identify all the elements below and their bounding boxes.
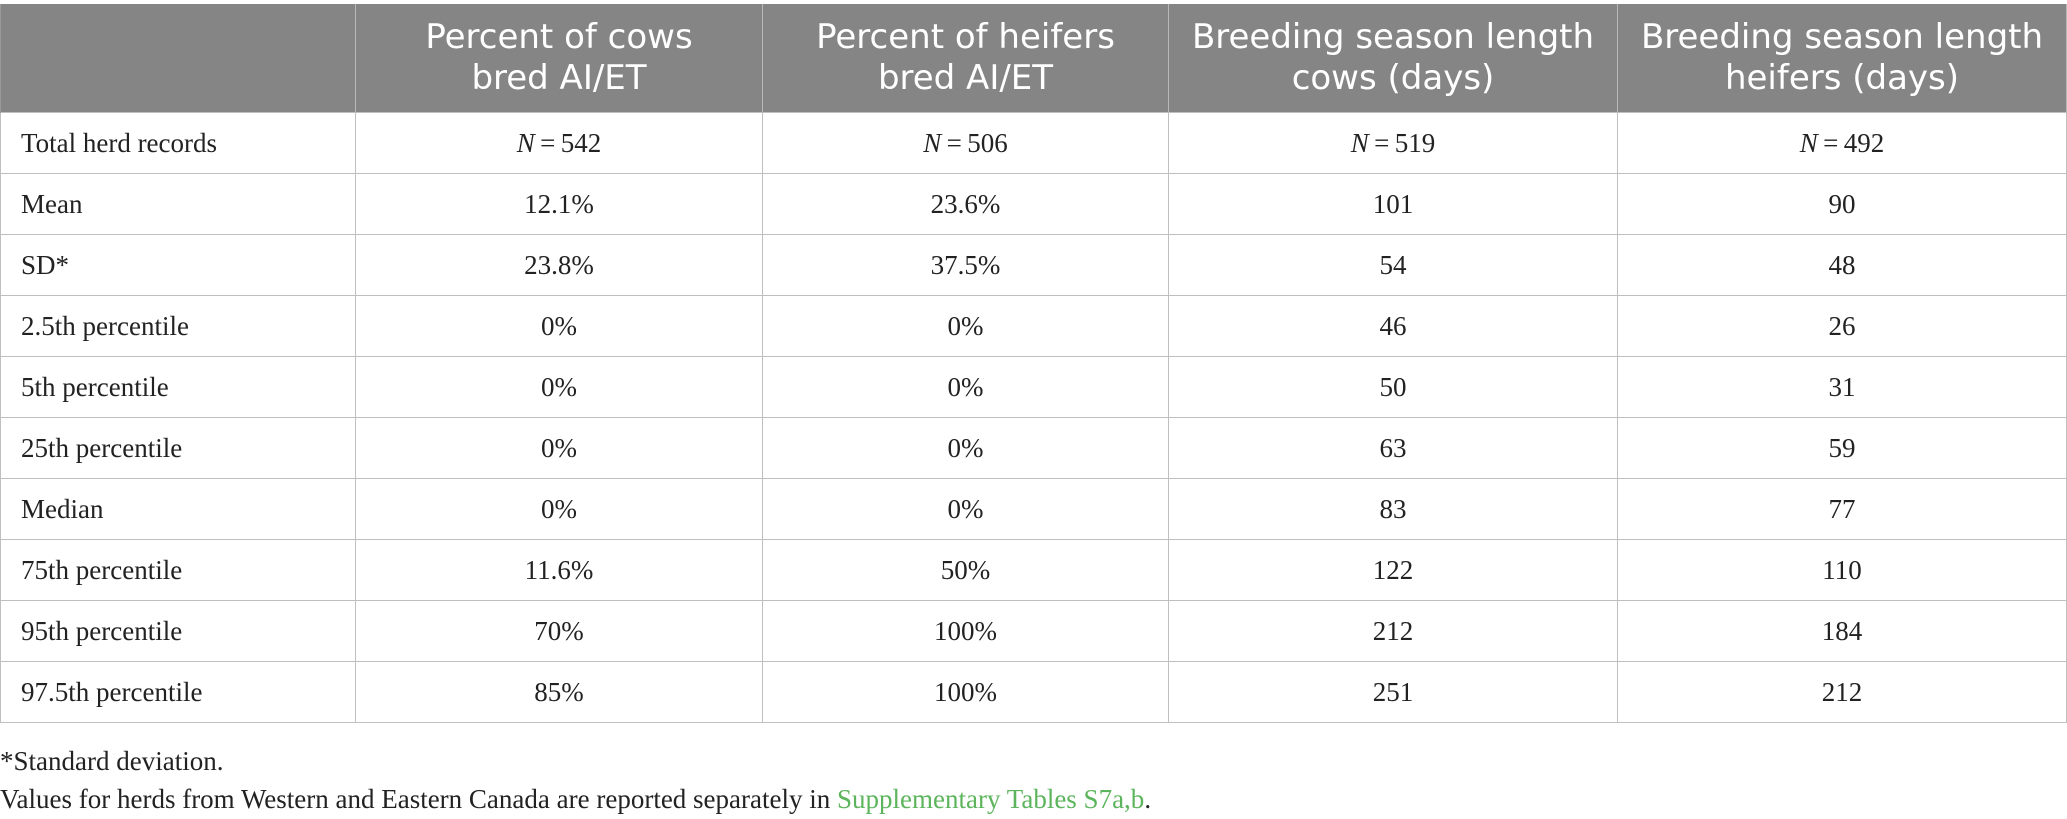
n-symbol: N (1799, 127, 1818, 158)
table-cell: 0% (355, 478, 763, 540)
table-cell: 26 (1617, 295, 2067, 357)
header-line: bred AI/ET (471, 58, 647, 98)
table-cell: 251 (1168, 661, 1618, 723)
table-cell: 0% (355, 417, 763, 479)
n-symbol: N (1350, 127, 1369, 158)
row-label: 2.5th percentile (0, 295, 356, 357)
table-cell: 63 (1168, 417, 1618, 479)
table-cell: 31 (1617, 356, 2067, 418)
table-row: 25th percentile 0% 0% 63 59 (0, 417, 2067, 479)
table-footnotes: *Standard deviation. Values for herds fr… (0, 742, 1151, 818)
row-label: Mean (0, 173, 356, 235)
table-row: SD* 23.8% 37.5% 54 48 (0, 234, 2067, 296)
header-line: Percent of heifers (816, 17, 1115, 57)
footnote-values-end: . (1144, 784, 1152, 814)
table-cell: 0% (762, 417, 1169, 479)
table-cell: 77 (1617, 478, 2067, 540)
footnote-sd: *Standard deviation. (0, 746, 224, 776)
n-symbol: N (923, 127, 942, 158)
table-cell: 0% (762, 295, 1169, 357)
table-cell: 12.1% (355, 173, 763, 235)
footnote-values: Values for herds from Western and Easter… (0, 780, 1151, 818)
table-cell: 46 (1168, 295, 1618, 357)
header-empty-cell (0, 4, 356, 113)
table-cell: 0% (355, 356, 763, 418)
table-cell: 122 (1168, 539, 1618, 601)
header-season-cows: Breeding season length cows (days) (1168, 4, 1618, 113)
header-season-heifers: Breeding season length heifers (days) (1617, 4, 2067, 113)
table-cell: 37.5% (762, 234, 1169, 296)
header-line: heifers (days) (1724, 58, 1960, 98)
table-row: Mean 12.1% 23.6% 101 90 (0, 173, 2067, 235)
table-row: Median 0% 0% 83 77 (0, 478, 2067, 540)
table-cell: 11.6% (355, 539, 763, 601)
table-cell: 54 (1168, 234, 1618, 296)
row-label: Median (0, 478, 356, 540)
table-cell: 50 (1168, 356, 1618, 418)
n-value: = 506 (941, 127, 1008, 158)
table-row: 5th percentile 0% 0% 50 31 (0, 356, 2067, 418)
table-cell: 0% (762, 356, 1169, 418)
table-row: 97.5th percentile 85% 100% 251 212 (0, 661, 2067, 723)
table-cell: N = 506 (762, 112, 1169, 174)
table-cell: 90 (1617, 173, 2067, 235)
table-cell: N = 519 (1168, 112, 1618, 174)
breeding-statistics-table: Percent of cows bred AI/ET Percent of he… (0, 4, 2067, 723)
data-table-container: Percent of cows bred AI/ET Percent of he… (0, 4, 2067, 723)
table-cell: 83 (1168, 478, 1618, 540)
table-cell: 59 (1617, 417, 2067, 479)
header-line: bred AI/ET (877, 58, 1054, 98)
header-line: Breeding season length (1191, 17, 1595, 57)
table-row: 75th percentile 11.6% 50% 122 110 (0, 539, 2067, 601)
supplementary-tables-link[interactable]: Supplementary Tables S7a,b (837, 784, 1145, 814)
row-label: Total herd records (0, 112, 356, 174)
table-cell: 0% (762, 478, 1169, 540)
n-value: = 492 (1817, 127, 1885, 158)
table-row-total-herd-records: Total herd records N = 542 N = 506 N = 5… (0, 112, 2067, 174)
n-value: = 519 (1368, 127, 1436, 158)
table-cell: 110 (1617, 539, 2067, 601)
table-row: 2.5th percentile 0% 0% 46 26 (0, 295, 2067, 357)
n-value: = 542 (534, 127, 602, 158)
table-cell: 100% (762, 661, 1169, 723)
header-percent-heifers: Percent of heifers bred AI/ET (762, 4, 1169, 113)
header-line: Breeding season length (1640, 17, 2044, 57)
table-cell: 85% (355, 661, 763, 723)
table-cell: 23.8% (355, 234, 763, 296)
header-line: Percent of cows (425, 17, 693, 57)
row-label: 97.5th percentile (0, 661, 356, 723)
n-symbol: N (516, 127, 535, 158)
row-label: 25th percentile (0, 417, 356, 479)
table-cell: 101 (1168, 173, 1618, 235)
footnote-values-text: Values for herds from Western and Easter… (0, 784, 837, 814)
table-cell: 184 (1617, 600, 2067, 662)
table-cell: 23.6% (762, 173, 1169, 235)
table-header-row: Percent of cows bred AI/ET Percent of he… (0, 4, 2067, 113)
table-cell: N = 492 (1617, 112, 2067, 174)
row-label: 5th percentile (0, 356, 356, 418)
table-row: 95th percentile 70% 100% 212 184 (0, 600, 2067, 662)
row-label: 95th percentile (0, 600, 356, 662)
table-cell: 212 (1617, 661, 2067, 723)
table-cell: 212 (1168, 600, 1618, 662)
table-cell: 48 (1617, 234, 2067, 296)
table-cell: 50% (762, 539, 1169, 601)
header-line: cows (days) (1291, 58, 1495, 98)
table-cell: N = 542 (355, 112, 763, 174)
header-percent-cows: Percent of cows bred AI/ET (355, 4, 763, 113)
table-cell: 70% (355, 600, 763, 662)
table-cell: 0% (355, 295, 763, 357)
table-cell: 100% (762, 600, 1169, 662)
row-label: SD* (0, 234, 356, 296)
row-label: 75th percentile (0, 539, 356, 601)
